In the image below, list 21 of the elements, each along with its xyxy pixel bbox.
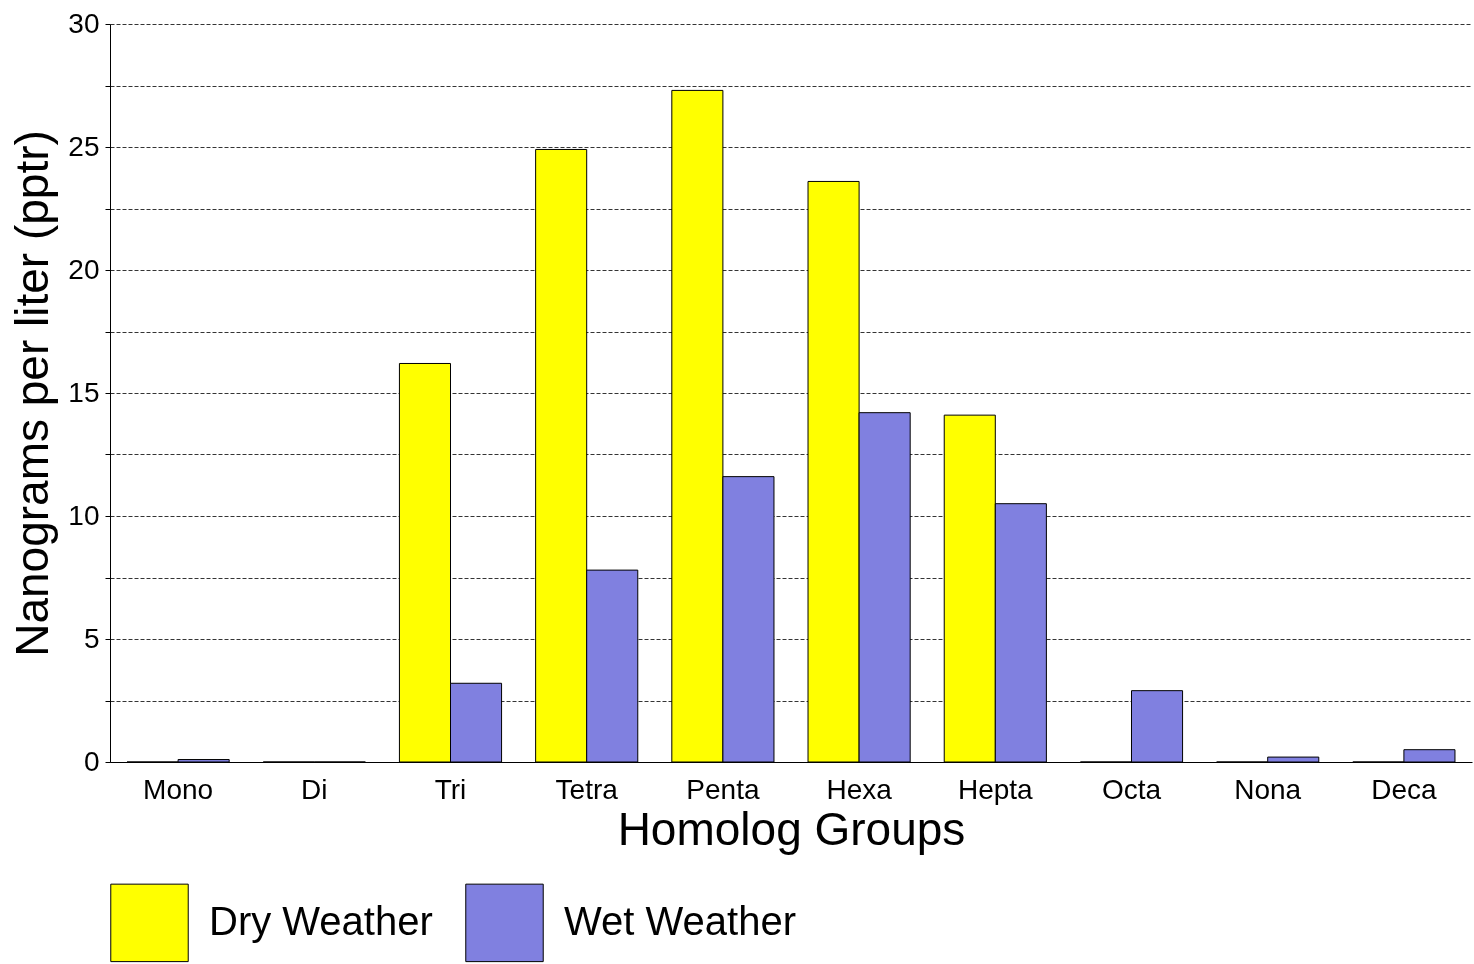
y-tick-label: 20 (68, 253, 100, 285)
x-axis-title: Homolog Groups (617, 802, 966, 855)
x-tick-label: Hexa (826, 773, 893, 805)
y-tick-label: 25 (68, 130, 100, 162)
x-tick-label: Tri (434, 773, 467, 805)
x-tick-label: Di (301, 773, 328, 805)
y-axis-title: Nanograms per liter (pptr) (6, 130, 59, 657)
y-tick-label: 10 (68, 499, 100, 531)
legend-label: Dry Weather (209, 898, 433, 943)
x-tick-label: Deca (1371, 773, 1438, 805)
legend-label: Wet Weather (564, 898, 796, 943)
x-tick-label: Nona (1234, 773, 1302, 805)
y-tick-label: 15 (68, 376, 100, 408)
y-tick-label: 5 (83, 622, 100, 654)
x-tick-label: Penta (686, 773, 760, 805)
y-tick-label: 30 (68, 7, 100, 39)
x-tick-label: Octa (1101, 773, 1162, 805)
x-tick-label: Tetra (555, 773, 619, 805)
x-tick-label: Hepta (957, 773, 1034, 805)
x-tick-label: Mono (143, 773, 214, 805)
y-tick-label: 0 (83, 745, 100, 777)
